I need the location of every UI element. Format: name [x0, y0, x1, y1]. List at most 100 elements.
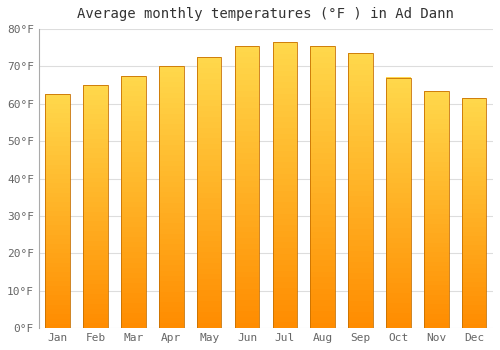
Bar [234, 226, 260, 232]
Bar [159, 281, 184, 286]
Bar [462, 300, 486, 305]
Bar [272, 231, 297, 237]
Bar [234, 254, 260, 260]
Bar [197, 144, 222, 149]
Bar [386, 303, 410, 308]
Bar [84, 99, 108, 105]
Bar [310, 97, 335, 102]
Bar [348, 92, 373, 97]
Bar [121, 136, 146, 141]
Bar [386, 203, 410, 208]
Bar [348, 246, 373, 251]
Bar [121, 172, 146, 177]
Bar [272, 42, 297, 48]
Bar [424, 214, 448, 219]
Bar [310, 272, 335, 278]
Bar [348, 64, 373, 70]
Bar [46, 127, 70, 132]
Bar [462, 112, 486, 117]
Bar [197, 279, 222, 285]
Bar [46, 94, 70, 99]
Bar [348, 289, 373, 295]
Bar [234, 306, 260, 311]
Bar [462, 319, 486, 324]
Bar [462, 98, 486, 328]
Bar [234, 260, 260, 266]
Bar [462, 323, 486, 328]
Bar [462, 231, 486, 236]
Bar [197, 176, 222, 182]
Bar [159, 286, 184, 292]
Bar [348, 75, 373, 81]
Bar [386, 77, 410, 83]
Bar [424, 280, 448, 286]
Bar [462, 282, 486, 287]
Bar [197, 138, 222, 144]
Bar [159, 213, 184, 218]
Bar [462, 144, 486, 149]
Bar [121, 146, 146, 152]
Bar [159, 66, 184, 328]
Bar [121, 126, 146, 131]
Bar [46, 258, 70, 263]
Bar [424, 266, 448, 271]
Bar [348, 53, 373, 328]
Bar [197, 301, 222, 307]
Bar [159, 166, 184, 171]
Bar [46, 276, 70, 281]
Bar [121, 182, 146, 187]
Bar [197, 90, 222, 95]
Bar [272, 311, 297, 317]
Bar [46, 304, 70, 309]
Bar [272, 316, 297, 322]
Bar [272, 71, 297, 76]
Bar [121, 227, 146, 232]
Bar [46, 225, 70, 230]
Bar [310, 170, 335, 176]
Bar [46, 197, 70, 202]
Bar [272, 174, 297, 180]
Bar [386, 83, 410, 88]
Bar [234, 176, 260, 181]
Bar [197, 252, 222, 258]
Bar [159, 92, 184, 98]
Bar [197, 149, 222, 155]
Bar [424, 219, 448, 224]
Bar [310, 85, 335, 91]
Bar [310, 254, 335, 260]
Bar [121, 161, 146, 167]
Bar [84, 289, 108, 294]
Bar [272, 214, 297, 219]
Bar [310, 176, 335, 181]
Bar [197, 323, 222, 328]
Bar [234, 300, 260, 306]
Bar [424, 190, 448, 195]
Bar [310, 46, 335, 328]
Bar [197, 247, 222, 252]
Bar [348, 240, 373, 246]
Bar [386, 138, 410, 143]
Bar [46, 206, 70, 211]
Bar [159, 202, 184, 208]
Bar [462, 240, 486, 245]
Bar [234, 249, 260, 255]
Bar [197, 117, 222, 122]
Bar [310, 294, 335, 300]
Bar [348, 284, 373, 290]
Bar [462, 117, 486, 121]
Bar [386, 133, 410, 138]
Bar [197, 160, 222, 166]
Bar [234, 125, 260, 131]
Bar [159, 239, 184, 244]
Bar [348, 59, 373, 64]
Bar [159, 192, 184, 197]
Bar [197, 274, 222, 279]
Bar [46, 141, 70, 146]
Bar [46, 295, 70, 300]
Bar [462, 268, 486, 273]
Bar [46, 169, 70, 174]
Bar [84, 255, 108, 260]
Bar [121, 131, 146, 136]
Bar [348, 97, 373, 103]
Bar [462, 213, 486, 218]
